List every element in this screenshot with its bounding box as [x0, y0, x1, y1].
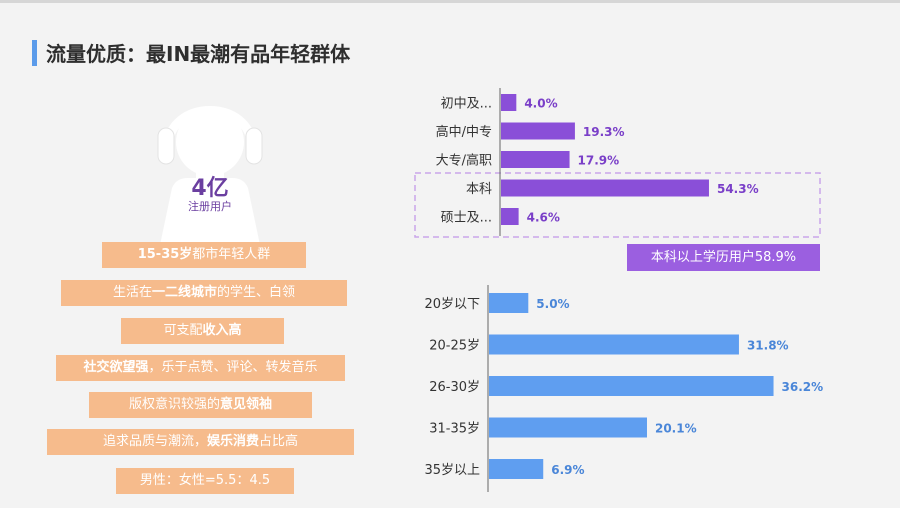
age-value-label: 31.8% — [747, 339, 789, 353]
age-category-label: 20-25岁 — [429, 339, 480, 354]
edu-value-label: 54.3% — [717, 182, 759, 196]
edu-bar — [501, 151, 570, 168]
user-count-value: 4亿 — [191, 176, 229, 201]
age-value-label: 20.1% — [655, 422, 697, 436]
age-bar — [489, 459, 544, 479]
edu-bar — [501, 94, 517, 111]
edu-category-label: 本科 — [466, 182, 492, 197]
tag-entertainment: 追求品质与潮流，娱乐消费占比高 — [47, 429, 354, 455]
user-headphones-icon — [157, 106, 263, 245]
edu-value-label: 19.3% — [583, 125, 625, 139]
user-count-label: 注册用户 — [188, 200, 232, 213]
age-bar — [489, 334, 739, 355]
tag-income: 可支配收入高 — [121, 318, 284, 344]
page-title: 流量优质：最IN最潮有品年轻群体 — [46, 42, 351, 66]
age-category-label: 20岁以下 — [424, 297, 480, 312]
tag-city-tier: 生活在一二线城市的学生、白领 — [61, 280, 347, 306]
edu-value-label: 17.9% — [578, 154, 620, 168]
age-category-label: 26-30岁 — [429, 380, 480, 395]
edu-bar — [501, 208, 519, 225]
edu-value-label: 4.0% — [524, 97, 557, 111]
age-bar — [489, 417, 647, 438]
age-bar — [489, 376, 774, 396]
edu-category-label: 初中及... — [441, 97, 492, 112]
edu-bar — [501, 122, 575, 140]
edu-category-label: 硕士及... — [441, 211, 492, 226]
edu-category-label: 高中/中专 — [436, 124, 492, 140]
edu-summary-badge: 本科以上学历用户58.9% — [627, 244, 820, 271]
tag-age-range: 15-35岁都市年轻人群 — [102, 242, 306, 268]
age-value-label: 5.0% — [536, 297, 569, 311]
edu-bar — [501, 179, 709, 197]
tag-gender-ratio: 男性：女性=5.5：4.5 — [116, 468, 294, 494]
age-category-label: 35岁以上 — [424, 463, 480, 478]
title-accent-bar — [32, 40, 37, 66]
age-category-label: 31-35岁 — [429, 422, 480, 437]
tag-opinion-leader: 版权意识较强的意见领袖 — [89, 392, 312, 418]
edu-value-label: 4.6% — [527, 211, 560, 225]
edu-highlight-box — [414, 172, 821, 238]
top-divider — [0, 0, 900, 3]
tag-social: 社交欲望强，乐于点赞、评论、转发音乐 — [56, 355, 345, 381]
age-value-label: 6.9% — [551, 463, 584, 477]
age-bar — [489, 293, 529, 313]
edu-category-label: 大专/高职 — [436, 153, 492, 169]
age-value-label: 36.2% — [782, 380, 824, 394]
